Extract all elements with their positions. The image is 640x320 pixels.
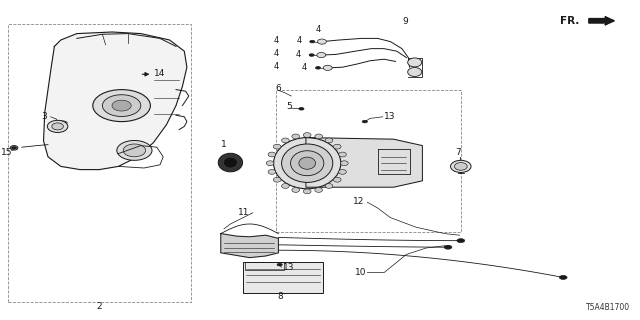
Ellipse shape bbox=[454, 163, 467, 170]
Text: 8: 8 bbox=[278, 292, 283, 301]
Ellipse shape bbox=[292, 134, 300, 139]
Bar bbox=[243, 262, 323, 293]
Ellipse shape bbox=[323, 65, 332, 70]
Ellipse shape bbox=[123, 144, 146, 157]
Ellipse shape bbox=[268, 152, 276, 157]
Ellipse shape bbox=[291, 151, 324, 176]
Circle shape bbox=[316, 67, 321, 69]
Text: 5: 5 bbox=[286, 102, 292, 111]
Ellipse shape bbox=[315, 188, 323, 192]
Circle shape bbox=[457, 239, 465, 243]
Text: 1: 1 bbox=[221, 140, 227, 148]
Ellipse shape bbox=[52, 123, 63, 130]
Ellipse shape bbox=[408, 58, 422, 67]
Circle shape bbox=[12, 147, 17, 149]
Ellipse shape bbox=[117, 140, 152, 160]
Ellipse shape bbox=[333, 144, 341, 149]
Text: T5A4B1700: T5A4B1700 bbox=[586, 303, 630, 312]
Circle shape bbox=[444, 245, 452, 249]
Ellipse shape bbox=[408, 68, 422, 76]
Bar bbox=[245, 262, 284, 270]
Ellipse shape bbox=[339, 152, 346, 157]
Polygon shape bbox=[44, 32, 187, 170]
Text: 4: 4 bbox=[316, 25, 321, 34]
Circle shape bbox=[277, 263, 282, 266]
Ellipse shape bbox=[112, 100, 131, 111]
Circle shape bbox=[309, 54, 314, 56]
Text: FR.: FR. bbox=[560, 16, 579, 26]
Text: 10: 10 bbox=[355, 268, 367, 277]
Ellipse shape bbox=[315, 134, 323, 139]
Ellipse shape bbox=[317, 39, 326, 44]
Text: 15: 15 bbox=[1, 148, 13, 156]
Ellipse shape bbox=[340, 161, 348, 166]
Ellipse shape bbox=[266, 161, 274, 166]
Circle shape bbox=[310, 40, 315, 43]
Ellipse shape bbox=[303, 133, 311, 138]
Circle shape bbox=[559, 276, 567, 279]
Text: 9: 9 bbox=[403, 17, 408, 26]
Bar bbox=[276, 90, 461, 232]
Ellipse shape bbox=[282, 144, 333, 182]
Ellipse shape bbox=[451, 160, 471, 172]
Text: 13: 13 bbox=[384, 112, 396, 121]
Ellipse shape bbox=[339, 170, 346, 174]
Text: 4: 4 bbox=[296, 36, 301, 45]
Ellipse shape bbox=[282, 138, 289, 143]
Polygon shape bbox=[589, 17, 614, 25]
Circle shape bbox=[299, 108, 304, 110]
Text: 13: 13 bbox=[283, 263, 294, 272]
Ellipse shape bbox=[93, 90, 150, 122]
Ellipse shape bbox=[317, 52, 326, 58]
Ellipse shape bbox=[325, 138, 333, 143]
Ellipse shape bbox=[303, 189, 311, 194]
Ellipse shape bbox=[273, 144, 281, 149]
Text: 11: 11 bbox=[238, 208, 250, 217]
Ellipse shape bbox=[299, 157, 316, 169]
Ellipse shape bbox=[47, 120, 68, 132]
Text: 12: 12 bbox=[353, 197, 365, 206]
Ellipse shape bbox=[282, 184, 289, 188]
Text: 4: 4 bbox=[274, 36, 279, 45]
Text: 2: 2 bbox=[97, 302, 102, 311]
Ellipse shape bbox=[274, 138, 341, 189]
Ellipse shape bbox=[218, 153, 243, 172]
Text: 14: 14 bbox=[154, 69, 166, 78]
Ellipse shape bbox=[102, 95, 141, 116]
Text: 7: 7 bbox=[456, 148, 461, 156]
Ellipse shape bbox=[292, 188, 300, 192]
Ellipse shape bbox=[325, 184, 333, 188]
Ellipse shape bbox=[273, 177, 281, 182]
Text: 4: 4 bbox=[302, 63, 307, 72]
Text: 4: 4 bbox=[274, 62, 279, 71]
Text: 6: 6 bbox=[275, 84, 281, 93]
Text: 4: 4 bbox=[274, 49, 279, 58]
Text: 4: 4 bbox=[296, 50, 301, 59]
Bar bbox=[8, 24, 191, 302]
Circle shape bbox=[362, 120, 367, 123]
Ellipse shape bbox=[333, 177, 341, 182]
Ellipse shape bbox=[223, 157, 237, 168]
Ellipse shape bbox=[268, 170, 276, 174]
Polygon shape bbox=[306, 138, 422, 187]
Polygon shape bbox=[221, 234, 278, 258]
Text: 3: 3 bbox=[42, 112, 47, 121]
